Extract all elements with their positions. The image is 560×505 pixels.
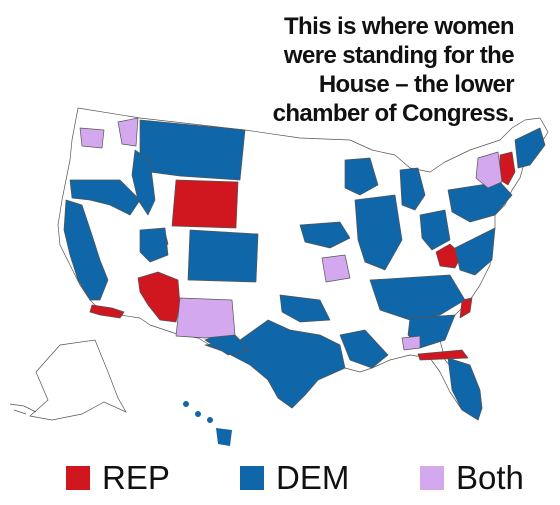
arizona-rep <box>137 271 181 323</box>
florida-dem <box>447 357 483 421</box>
florida-panhandle-rep <box>417 349 469 361</box>
iowa-illinois-dem <box>299 221 351 249</box>
louisiana-dem <box>339 329 389 369</box>
alaska-island-chain <box>9 403 37 415</box>
legend-swatch-rep <box>66 466 90 490</box>
midwest-dem <box>354 194 403 271</box>
legend-rep: REP <box>66 458 170 498</box>
new-york-both <box>475 151 503 189</box>
washington-both <box>79 127 105 149</box>
alaska-outline <box>29 339 127 421</box>
legend-swatch-both <box>420 466 444 490</box>
title-line-4: chamber of Congress. <box>272 100 515 127</box>
title-line-1: This is where women <box>284 13 515 40</box>
oklahoma-dem <box>279 294 331 323</box>
legend-label-dem: DEM <box>276 459 350 496</box>
wyoming-rep <box>171 179 239 229</box>
hawaii-island-2 <box>195 411 201 417</box>
hawaii-island-1 <box>183 401 189 407</box>
california-dem <box>63 199 109 301</box>
title-line-3: House – the lower <box>318 71 515 98</box>
idaho-dem <box>131 149 156 216</box>
legend-label-both: Both <box>456 459 524 496</box>
colorado-dem <box>187 229 259 283</box>
legend-swatch-dem <box>240 466 264 490</box>
new-england-dem <box>514 127 546 169</box>
utah-dem <box>139 227 169 263</box>
south-carolina-rep <box>459 297 473 319</box>
alabama-both <box>401 335 421 351</box>
south-dem <box>369 274 466 321</box>
montana-dem <box>139 119 246 181</box>
california-south-rep <box>89 304 125 319</box>
map-title: This is where women were standing for th… <box>214 12 515 128</box>
mid-atlantic-dem <box>454 227 496 276</box>
ohio-dem <box>419 209 451 251</box>
montana-west-both <box>117 117 139 147</box>
hawaii-big-island <box>216 428 232 446</box>
michigan-dem <box>399 167 426 211</box>
pacific-northwest-dem <box>69 179 141 216</box>
hawaii-island-3 <box>207 417 213 423</box>
new-mexico-both <box>175 297 236 339</box>
minnesota-dem <box>344 157 379 196</box>
legend-both: Both <box>420 458 524 498</box>
us-house-district-map <box>9 107 549 446</box>
legend-dem: DEM <box>240 458 349 498</box>
hawaii-islands <box>183 401 232 446</box>
title-line-2: were standing for the <box>283 42 515 69</box>
legend-label-rep: REP <box>102 459 170 496</box>
kansas-both <box>321 254 351 283</box>
